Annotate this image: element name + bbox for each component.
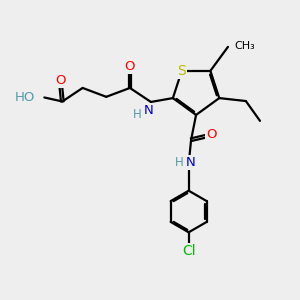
Text: HO: HO xyxy=(15,91,35,104)
Text: N: N xyxy=(186,156,196,169)
Text: H: H xyxy=(175,156,184,169)
Text: O: O xyxy=(206,128,217,141)
Text: N: N xyxy=(144,104,153,117)
Text: CH₃: CH₃ xyxy=(235,41,255,51)
Text: H: H xyxy=(133,108,142,121)
Text: S: S xyxy=(177,64,186,78)
Text: O: O xyxy=(55,74,65,87)
Text: O: O xyxy=(125,60,135,73)
Text: Cl: Cl xyxy=(182,244,196,258)
